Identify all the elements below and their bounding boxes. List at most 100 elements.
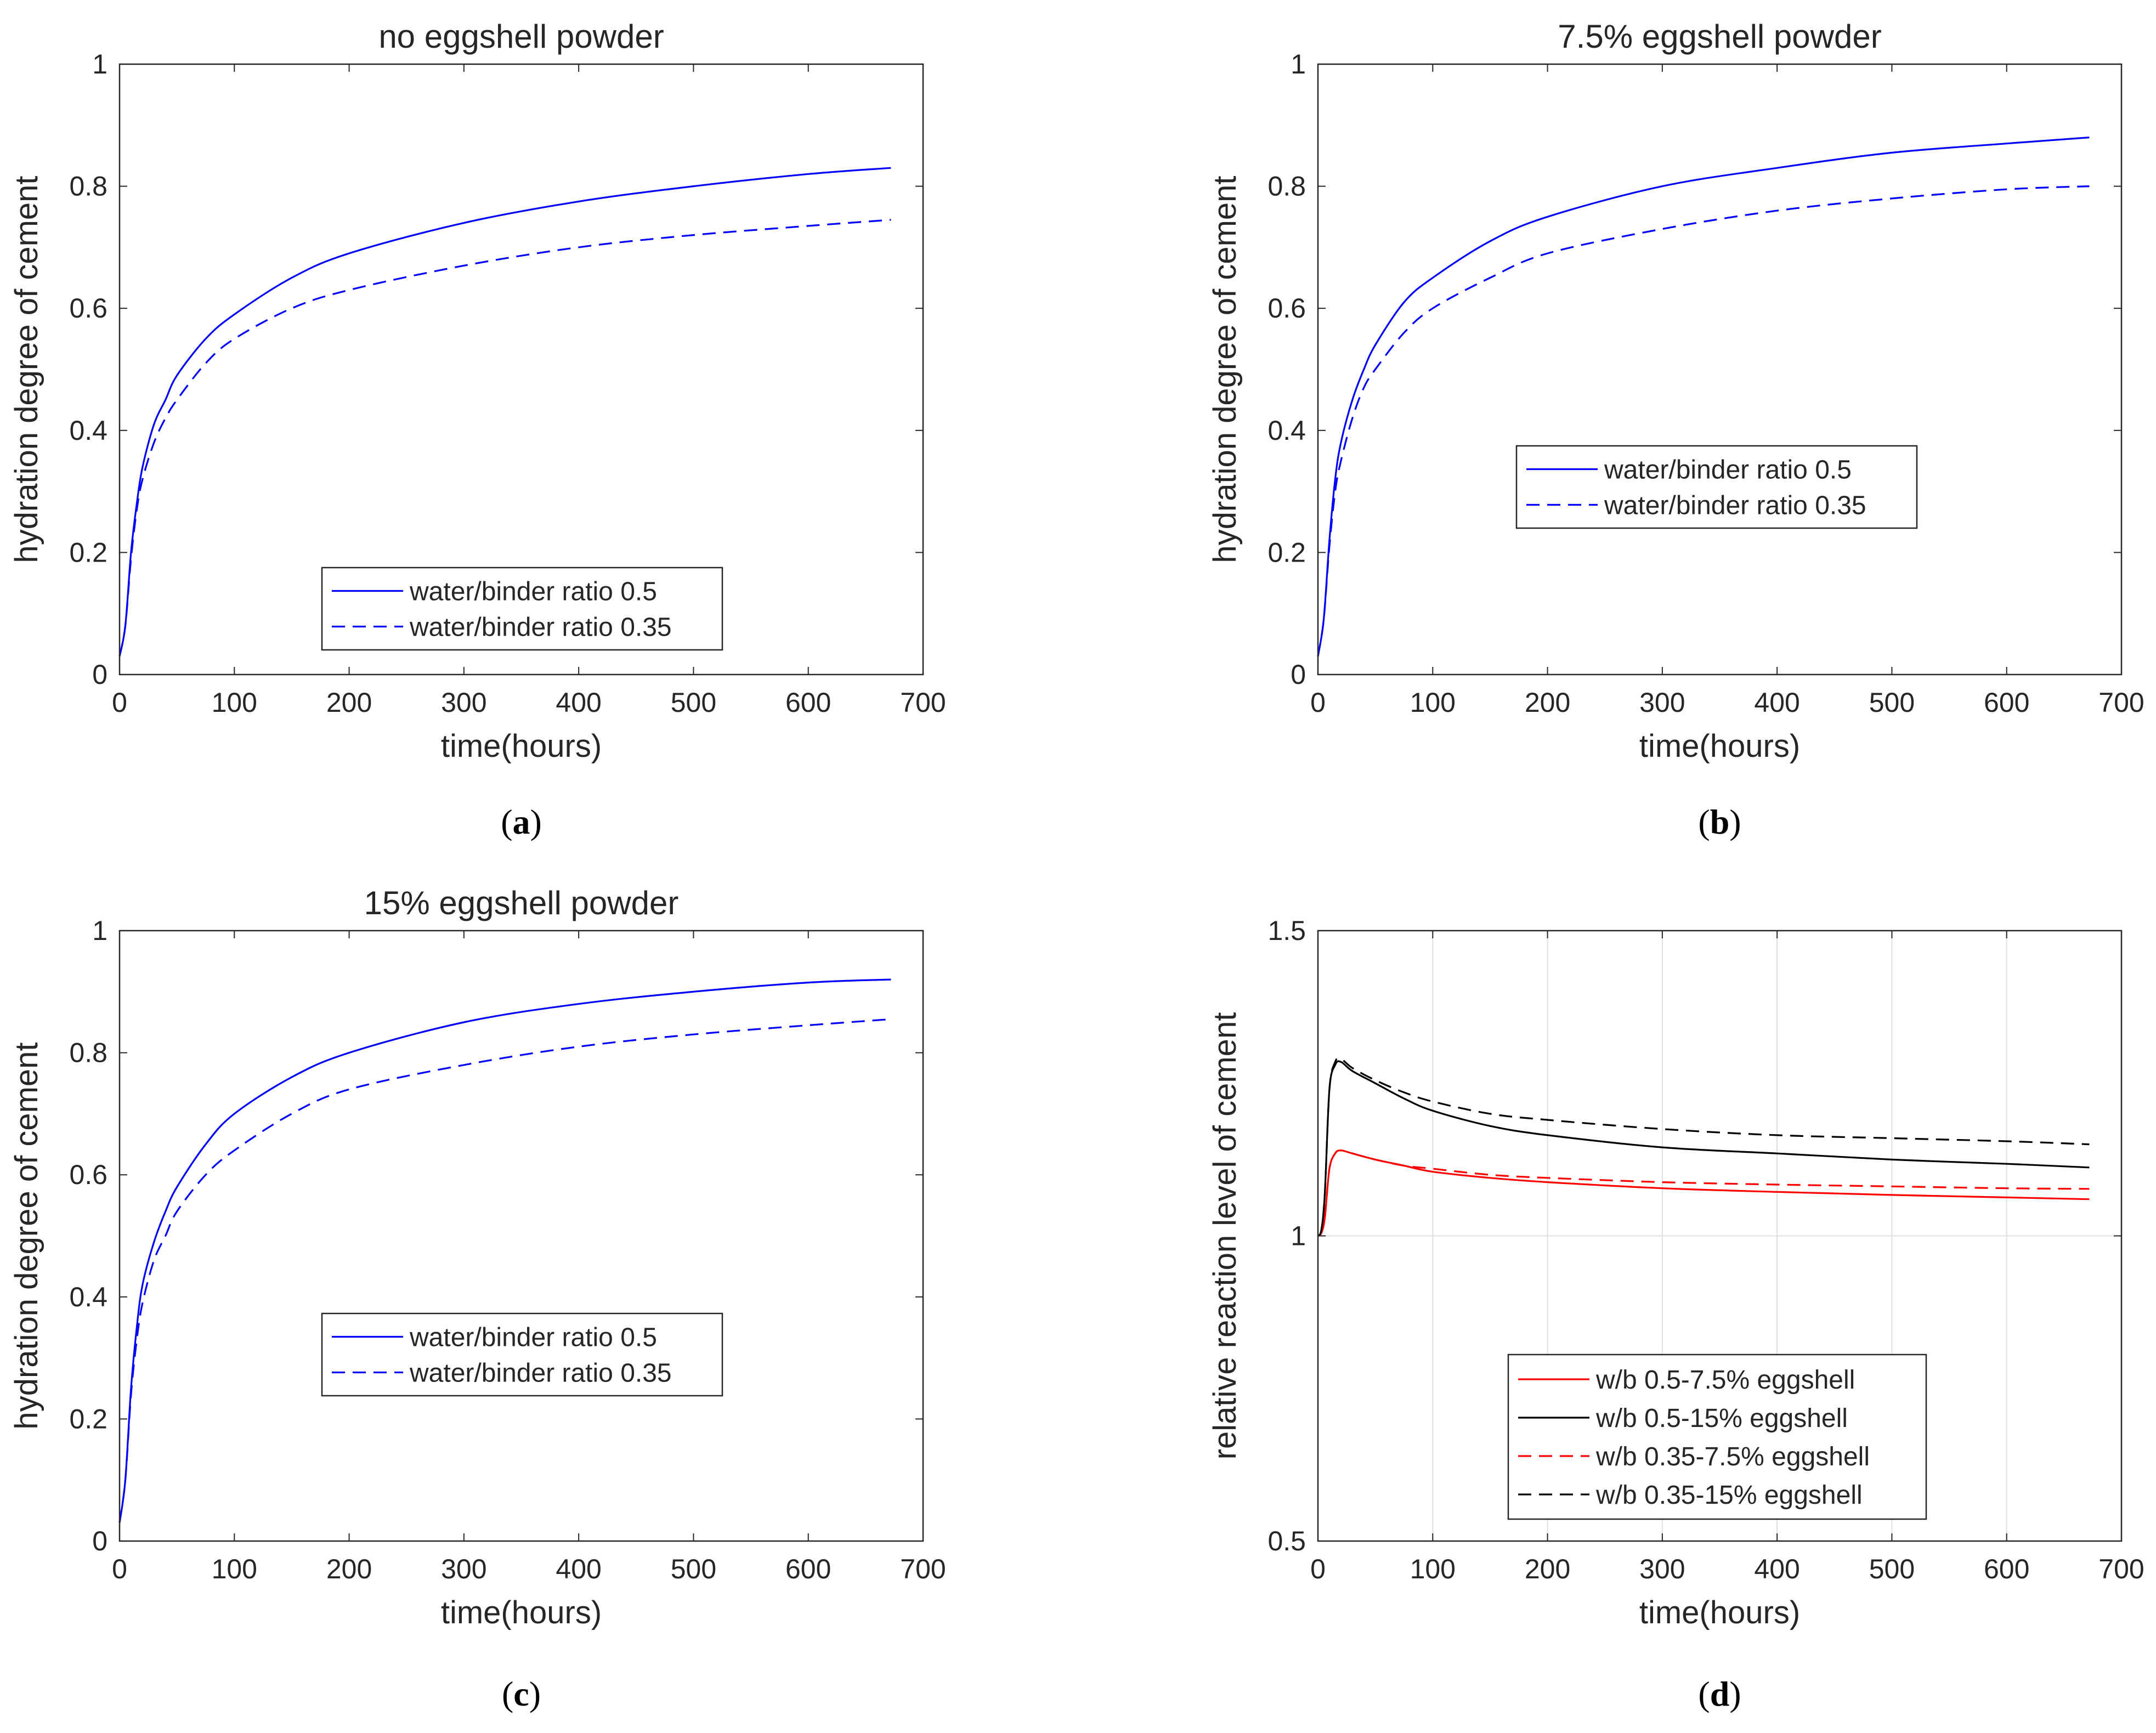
x-tick-label: 200 [326, 1554, 372, 1584]
y-tick-label: 1 [1291, 49, 1306, 80]
legend-box [321, 1312, 723, 1397]
x-tick-label: 300 [441, 1554, 486, 1584]
x-tick-label: 500 [671, 1554, 716, 1584]
x-tick-label: 0 [112, 1554, 127, 1584]
y-tick-label: 0.2 [69, 537, 107, 568]
y-tick-label: 1 [1291, 1221, 1306, 1251]
y-tick-label: 0 [92, 659, 107, 690]
legend: w/b 0.5-7.5% eggshell w/b 0.5-15% eggshel… [1507, 1353, 1927, 1520]
y-tick-label: 0.5 [1267, 1526, 1306, 1556]
legend-entry: w/b 0.5-7.5% eggshell [1595, 1366, 1855, 1395]
y-tick-label: 0.4 [69, 415, 107, 446]
x-tick-label: 100 [212, 1554, 257, 1584]
legend-entry: water/binder ratio 0.5 [409, 577, 657, 607]
x-tick-label: 500 [1869, 687, 1915, 718]
legend-entry: water/binder ratio 0.5 [409, 1323, 657, 1352]
x-tick-label: 300 [1639, 1554, 1685, 1584]
legend: water/binder ratio 0.5 water/binder ratio… [1515, 445, 1918, 529]
series-line [1317, 185, 2090, 656]
y-axis-label: hydration degree of cement [1207, 175, 1243, 563]
y-tick-label: 0.2 [1267, 537, 1306, 568]
legend-entry: water/binder ratio 0.35 [1604, 491, 1866, 520]
y-tick-label: 0.4 [1267, 415, 1306, 446]
y-tick-label: 0.2 [69, 1403, 107, 1434]
legend-entry: water/binder ratio 0.5 [1604, 456, 1852, 485]
series-line [118, 978, 891, 1523]
y-tick-label: 0.6 [69, 293, 107, 324]
x-tick-label: 0 [1310, 687, 1326, 718]
legend-box [1515, 445, 1918, 529]
panel-c: 0 100 200 300 400 500 600 700 0 0.2 0.4 0.6 0.8 1 15% … [9, 885, 946, 1713]
chart-title: 7.5% eggshell powder [1558, 18, 1881, 55]
x-tick-label: 200 [1525, 687, 1570, 718]
x-tick-label: 700 [2098, 1554, 2144, 1584]
x-tick-label: 600 [785, 687, 831, 718]
x-tick-label: 700 [900, 687, 946, 718]
y-tick-label: 1.5 [1267, 915, 1306, 946]
x-axis-label: time(hours) [1639, 1595, 1800, 1630]
x-tick-label: 0 [112, 687, 127, 718]
chart-title: no eggshell powder [378, 18, 664, 55]
x-axis-label: time(hours) [1639, 728, 1800, 764]
x-tick-label: 600 [785, 1554, 831, 1584]
x-tick-label: 300 [441, 687, 486, 718]
series-line [1317, 137, 2090, 656]
y-axis-label: relative reaction level of cement [1207, 1012, 1243, 1460]
x-axis-label: time(hours) [441, 728, 602, 764]
y-tick-label: 0 [92, 1526, 107, 1556]
series-line [118, 167, 891, 656]
axes-box [1317, 930, 2123, 1542]
x-tick-label: 100 [1410, 1554, 1456, 1584]
legend-entry: water/binder ratio 0.35 [409, 613, 672, 642]
y-axis-label: hydration degree of cement [9, 1042, 44, 1429]
x-tick-label: 700 [2098, 687, 2144, 718]
series-line [1317, 1057, 2090, 1237]
y-tick-label: 0.8 [1267, 171, 1306, 202]
x-tick-label: 600 [1984, 1554, 2029, 1584]
legend-entry: w/b 0.35-15% eggshell [1595, 1481, 1863, 1510]
x-tick-label: 500 [1869, 1554, 1915, 1584]
series-line [1317, 1149, 2090, 1237]
x-tick-label: 200 [1525, 1554, 1570, 1584]
legend-entry: w/b 0.5-15% eggshell [1595, 1404, 1848, 1433]
legend: water/binder ratio 0.5 water/binder ratio… [321, 1312, 723, 1397]
x-tick-label: 200 [326, 687, 372, 718]
panel-label: (b) [1698, 802, 1741, 841]
axes-box [118, 63, 924, 676]
y-tick-label: 0 [1291, 659, 1306, 690]
y-axis-label: hydration degree of cement [9, 175, 44, 563]
legend-entry: water/binder ratio 0.35 [409, 1359, 672, 1388]
plot-area [120, 931, 923, 1541]
x-tick-label: 100 [212, 687, 257, 718]
y-tick-label: 0.6 [1267, 293, 1306, 324]
x-tick-label: 300 [1639, 687, 1685, 718]
x-tick-label: 400 [1754, 687, 1800, 718]
y-tick-label: 0.4 [69, 1282, 107, 1312]
x-tick-label: 500 [671, 687, 716, 718]
legend: water/binder ratio 0.5 water/binder ratio… [321, 567, 723, 651]
x-tick-label: 400 [556, 687, 601, 718]
panel-label: (c) [502, 1674, 541, 1713]
x-tick-label: 600 [1984, 687, 2029, 718]
panel-a: 0 100 200 300 400 500 600 700 0 0.2 0.4 0.6 0.8 1 no e… [9, 18, 946, 841]
series-line [1317, 1060, 2090, 1237]
plot-area [1318, 64, 2121, 675]
chart-title: 15% eggshell powder [364, 885, 679, 921]
axes-box [1317, 63, 2123, 676]
y-tick-label: 0.8 [69, 1038, 107, 1068]
panel-label: (a) [501, 802, 542, 841]
y-tick-label: 0.6 [69, 1159, 107, 1190]
panel-label: (d) [1698, 1674, 1741, 1713]
legend-entry: w/b 0.35-7.5% eggshell [1595, 1442, 1870, 1471]
x-tick-label: 100 [1410, 687, 1456, 718]
x-tick-label: 0 [1310, 1554, 1326, 1584]
y-tick-label: 0.8 [69, 171, 107, 202]
x-tick-label: 700 [900, 1554, 946, 1584]
panel-b: 0 100 200 300 400 500 600 700 0 0.2 0.4 0.6 0.8 1 7.5%… [1207, 18, 2144, 841]
series-line [118, 219, 891, 656]
legend-box [321, 567, 723, 651]
legend-box [1507, 1353, 1927, 1520]
y-tick-label: 1 [92, 49, 107, 80]
x-tick-label: 400 [1754, 1554, 1800, 1584]
